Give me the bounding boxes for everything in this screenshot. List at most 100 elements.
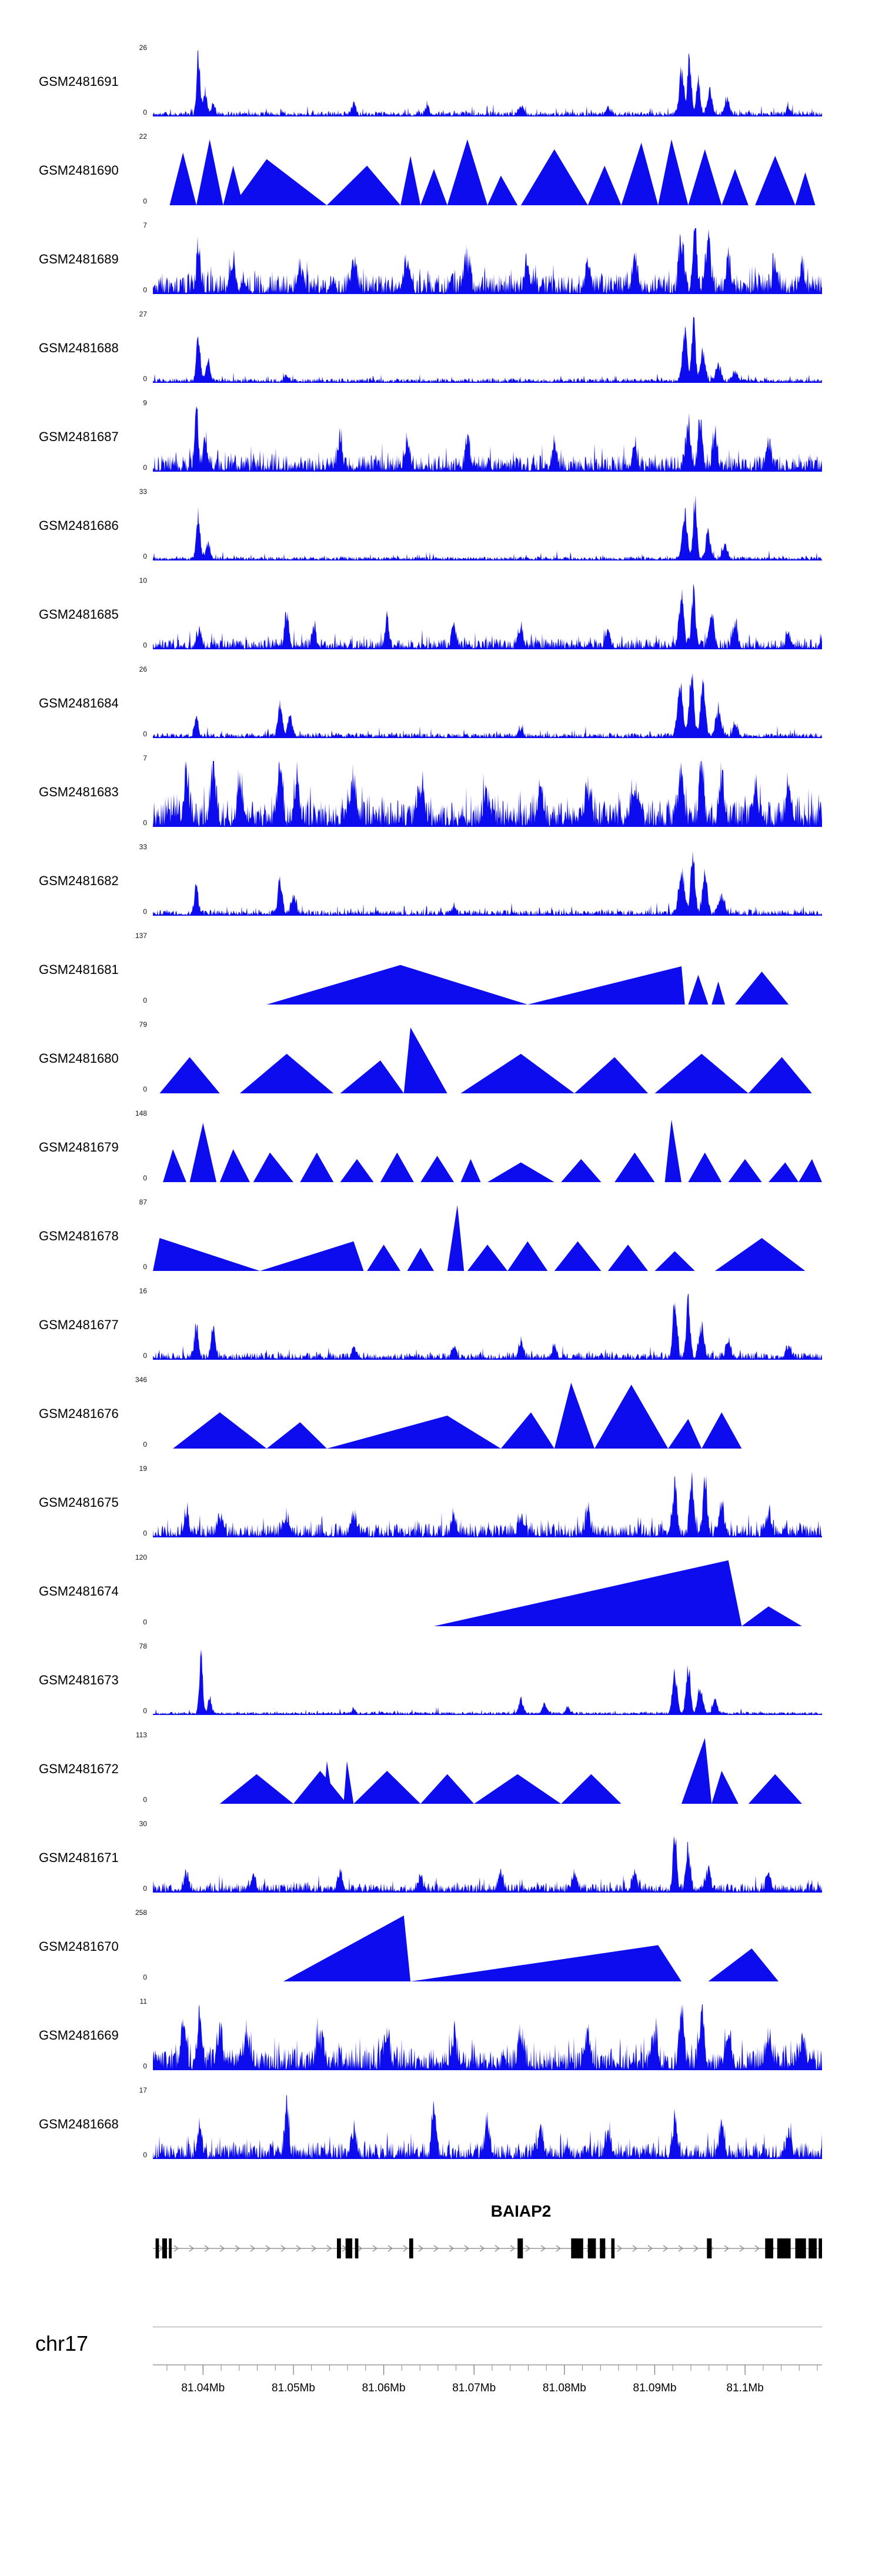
track-signal-plot — [153, 1471, 822, 1537]
track-sample-label: GSM2481689 — [39, 252, 119, 266]
exon-box — [345, 2238, 353, 2258]
track-ymax-value: 19 — [139, 1464, 147, 1473]
strand-arrow-icon — [449, 2245, 455, 2252]
exon-box — [765, 2238, 773, 2258]
track-signal-plot — [153, 1294, 822, 1360]
track-row-GSM2481678: GSM2481678 87 0 — [0, 1196, 882, 1284]
chromosome-label: chr17 — [35, 2331, 89, 2355]
track-ymax-value: 120 — [135, 1553, 147, 1561]
track-signal-plot — [153, 2095, 822, 2159]
track-sample-label: GSM2481673 — [39, 1673, 119, 1687]
track-ymin-value: 0 — [143, 552, 147, 560]
track-signal-plot — [153, 1383, 822, 1449]
track-ymax-value: 258 — [135, 1908, 147, 1917]
strand-arrow-icon — [387, 2245, 393, 2252]
track-ymin-value: 0 — [143, 1973, 147, 1981]
exon-box — [155, 2238, 159, 2258]
track-row-GSM2481677: GSM2481677 16 0 — [0, 1284, 882, 1373]
track-row-GSM2481669: GSM2481669 11 0 — [0, 1995, 882, 2084]
track-row-GSM2481674: GSM2481674 120 0 — [0, 1551, 882, 1640]
track-sample-label: GSM2481668 — [39, 2117, 119, 2131]
track-row-GSM2481676: GSM2481676 346 0 — [0, 1373, 882, 1462]
track-signal-plot — [153, 2004, 822, 2070]
track-ymax-value: 137 — [135, 932, 147, 940]
strand-arrow-icon — [617, 2245, 623, 2252]
track-ymax-value: 346 — [135, 1376, 147, 1384]
strand-arrow-icon — [510, 2245, 516, 2252]
track-signal-plot — [153, 1205, 822, 1271]
track-ymax-value: 33 — [139, 843, 147, 851]
track-ymin-value: 0 — [143, 996, 147, 1005]
strand-arrow-icon — [280, 2245, 286, 2252]
axis-tick-label: 81.08Mb — [543, 2382, 586, 2394]
track-ymin-value: 0 — [143, 819, 147, 827]
strand-arrow-icon — [219, 2245, 225, 2252]
exon-box — [795, 2238, 806, 2258]
strand-arrow-icon — [556, 2245, 562, 2252]
track-ymax-value: 27 — [139, 310, 147, 318]
track-ymax-value: 22 — [139, 132, 147, 141]
track-sample-label: GSM2481685 — [39, 607, 119, 622]
track-ymin-value: 0 — [143, 375, 147, 383]
track-ymax-value: 30 — [139, 1820, 147, 1828]
track-signal-plot — [153, 1027, 822, 1093]
track-ymin-value: 0 — [143, 641, 147, 649]
track-ymax-value: 78 — [139, 1642, 147, 1650]
strand-arrow-icon — [296, 2245, 302, 2252]
track-ymax-value: 26 — [139, 44, 147, 52]
gene-name-label: BAIAP2 — [490, 2202, 552, 2220]
track-sample-label: GSM2481691 — [39, 74, 119, 89]
exon-box — [707, 2238, 712, 2258]
strand-arrow-icon — [433, 2245, 439, 2252]
track-ymax-value: 148 — [135, 1109, 147, 1117]
strand-arrow-icon — [372, 2245, 378, 2252]
track-signal-plot — [153, 228, 822, 294]
exon-box — [571, 2238, 583, 2258]
track-ymax-value: 10 — [139, 576, 147, 585]
track-signal-plot — [153, 583, 822, 649]
track-row-GSM2481680: GSM2481680 79 0 — [0, 1018, 882, 1107]
strand-arrow-icon — [647, 2245, 653, 2252]
track-signal-plot — [153, 965, 822, 1005]
track-signal-plot — [153, 495, 822, 560]
track-signal-plot — [153, 139, 822, 205]
exon-box — [517, 2238, 523, 2258]
track-ymin-value: 0 — [143, 197, 147, 205]
track-signal-plot — [153, 1738, 822, 1804]
track-sample-label: GSM2481669 — [39, 2028, 119, 2043]
track-ymin-value: 0 — [143, 730, 147, 738]
track-row-GSM2481690: GSM2481690 22 0 — [0, 130, 882, 219]
gene-model-track — [153, 2238, 822, 2258]
strand-arrow-icon — [326, 2245, 332, 2252]
strand-arrow-icon — [173, 2245, 179, 2252]
axis-tick-label: 81.05Mb — [272, 2382, 315, 2394]
track-ymin-value: 0 — [143, 2062, 147, 2070]
track-row-GSM2481683: GSM2481683 7 0 — [0, 752, 882, 840]
track-row-GSM2481673: GSM2481673 78 0 — [0, 1640, 882, 1729]
track-row-GSM2481671: GSM2481671 30 0 — [0, 1817, 882, 1906]
strand-arrow-icon — [265, 2245, 271, 2252]
exon-box — [611, 2238, 615, 2258]
track-sample-label: GSM2481675 — [39, 1495, 119, 1510]
track-row-GSM2481684: GSM2481684 26 0 — [0, 663, 882, 752]
track-sample-label: GSM2481670 — [39, 1939, 119, 1954]
track-signal-plot — [153, 1836, 822, 1893]
track-signal-plot — [153, 1916, 822, 1981]
track-ymin-value: 0 — [143, 1440, 147, 1449]
axis-tick-label: 81.06Mb — [362, 2382, 406, 2394]
track-signal-plot — [153, 1649, 822, 1715]
track-signal-plot — [153, 1119, 822, 1182]
track-ymin-value: 0 — [143, 108, 147, 116]
track-ymin-value: 0 — [143, 907, 147, 916]
strand-arrow-icon — [495, 2245, 500, 2252]
track-ymin-value: 0 — [143, 1263, 147, 1271]
strand-arrow-icon — [464, 2245, 470, 2252]
track-signal-plot — [153, 317, 822, 383]
track-sample-label: GSM2481688 — [39, 341, 119, 355]
genomic-axis: 81.04Mb 81.05Mb 81.06Mb 81.07Mb 81.08Mb 81.09… — [153, 2364, 822, 2394]
exon-box — [409, 2238, 413, 2258]
track-ymin-value: 0 — [143, 1796, 147, 1804]
track-row-GSM2481672: GSM2481672 113 0 — [0, 1729, 882, 1817]
track-sample-label: GSM2481671 — [39, 1850, 119, 1865]
